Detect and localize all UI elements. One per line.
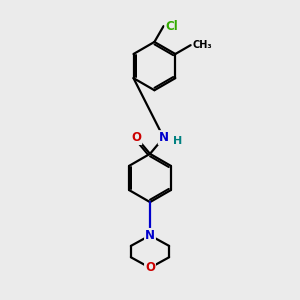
- Text: N: N: [145, 229, 155, 242]
- Text: O: O: [145, 261, 155, 274]
- Text: O: O: [131, 131, 141, 144]
- Text: Cl: Cl: [165, 20, 178, 33]
- Text: N: N: [159, 131, 169, 144]
- Text: CH₃: CH₃: [193, 40, 212, 50]
- Text: H: H: [173, 136, 182, 146]
